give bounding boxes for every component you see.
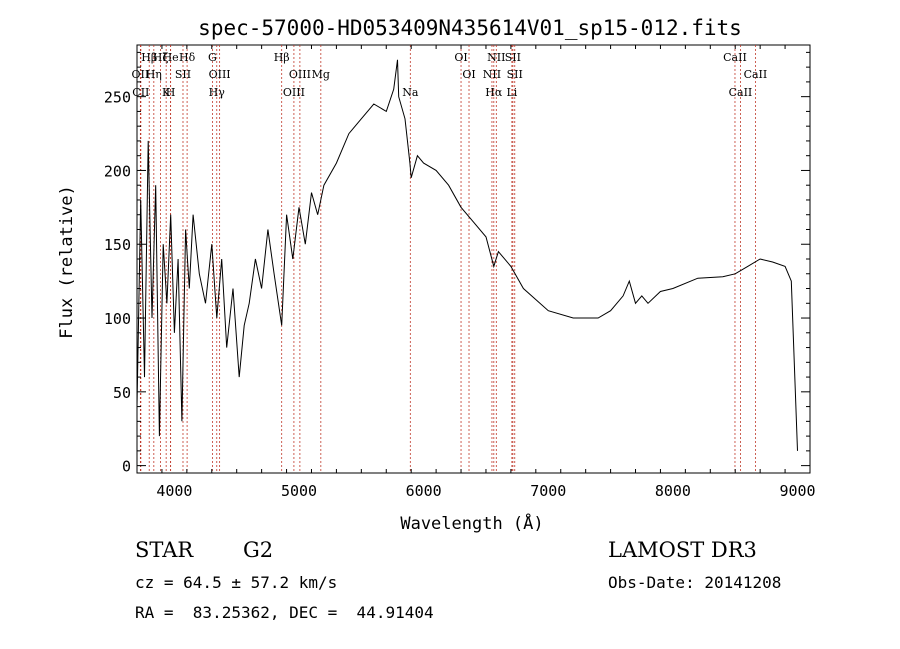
line-label: Li [506,86,517,99]
line-label: OIII [209,68,231,81]
line-label: Hβ [141,51,157,64]
x-tick-label: 4000 [156,482,192,500]
y-tick-label: 0 [122,458,131,476]
line-label: OI [462,68,475,81]
y-tick-label: 150 [104,236,131,254]
line-label: NII [483,68,501,81]
line-label: Hβ [274,51,290,64]
object-subclass: G2 [243,538,274,562]
y-axis-label: Flux (relative) [57,185,77,339]
plot-frame [136,44,811,474]
line-label: CaII [729,86,753,99]
line-label: Hη [146,68,162,81]
line-label: CaII [723,51,747,64]
line-label: G [208,51,217,64]
x-tick-label: 6000 [406,482,442,500]
obs-date: Obs-Date: 20141208 [608,573,782,592]
chart-title: spec-57000-HD053409N435614V01_sp15-012.f… [198,16,742,40]
line-label: OIII [283,86,305,99]
x-axis: 4000 5000 6000 7000 8000 9000 [136,45,816,500]
y-tick-label: 200 [104,162,131,180]
line-label: Hα [485,86,503,99]
spectral-line-labels: Hβ OII CII Hζ HηK He SII H Hδ OIII Hγ G OIII OIII Hβ Mg… [132,51,768,99]
survey-name: LAMOST DR3 [608,538,757,562]
spectral-line-markers [139,45,756,473]
line-label: SII [507,68,523,81]
x-tick-label: 5000 [281,482,317,500]
line-label: SII [175,68,191,81]
line-label: Hγ [209,86,226,99]
x-axis-label: Wavelength (Å) [400,512,543,534]
line-label: OII [132,68,150,81]
line-label: SII [505,51,521,64]
line-label: OI [454,51,467,64]
line-label: H [166,86,176,99]
line-label: CaII [744,68,768,81]
line-label: Na [402,86,419,99]
coordinates: RA = 83.25362, DEC = 44.91404 [135,603,434,622]
x-tick-label: 9000 [779,482,815,500]
line-label: CII [132,86,149,99]
y-tick-label: 100 [104,310,131,328]
line-label: He [163,51,179,64]
line-label: Hζ [153,51,169,64]
y-axis: 0 50 100 150 200 250 [104,51,810,476]
y-tick-label: 50 [113,384,131,402]
object-class: STAR [135,538,194,562]
line-label: Hδ [179,51,196,64]
line-label: Mg [312,68,330,81]
y-tick-label: 250 [104,89,131,107]
x-tick-label: 8000 [655,482,691,500]
x-tick-label: 7000 [530,482,566,500]
line-label: NII [487,51,505,64]
line-label: K [162,86,171,99]
redshift-cz: cz = 64.5 ± 57.2 km/s [135,573,338,592]
spectrum-line [136,59,798,451]
line-label: OIII [289,68,311,81]
